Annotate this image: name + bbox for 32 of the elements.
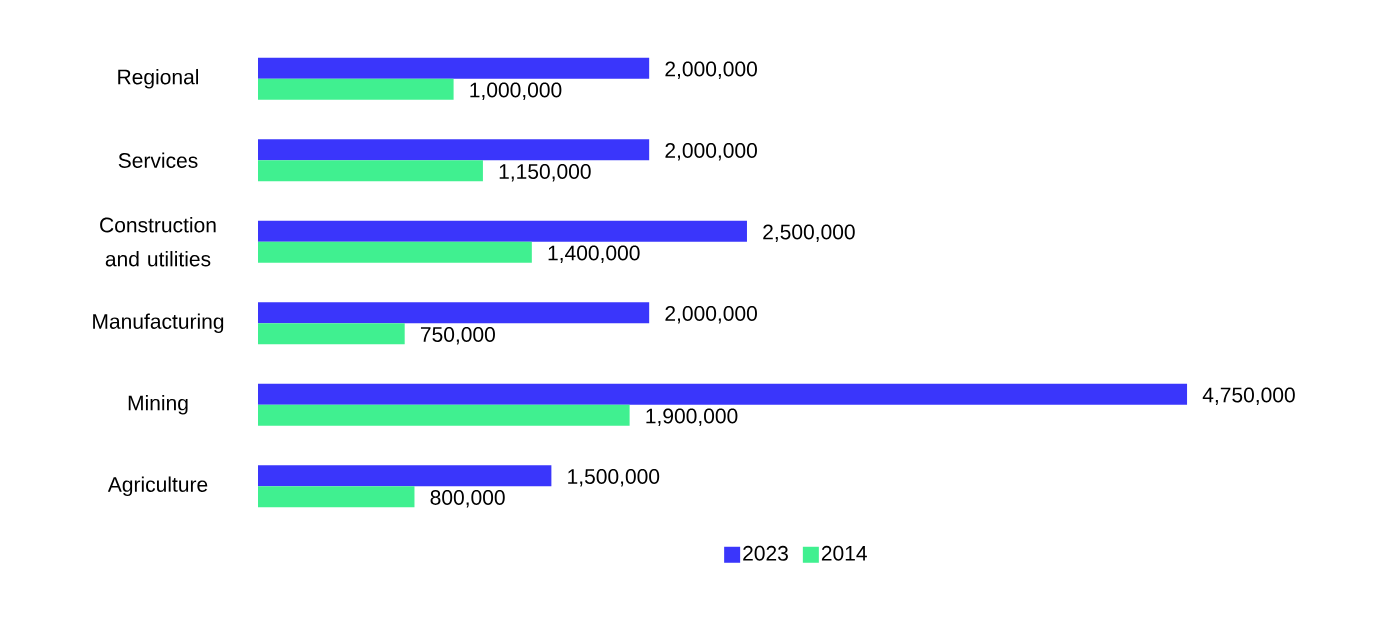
data-label: 1,000,000 (470, 82, 562, 100)
y-tick-label: Agriculture (107, 476, 208, 497)
y-tick-label: Mining (128, 394, 188, 415)
data-label: 1,500,000 (568, 469, 660, 487)
data-label: 2,000,000 (665, 306, 757, 324)
data-label: 800,000 (430, 490, 505, 508)
y-tick-label: Manufacturing (93, 313, 224, 334)
bar (258, 57, 650, 79)
y-tick-label: Regional (118, 68, 199, 89)
data-label: 1,400,000 (548, 245, 640, 263)
data-label: 2,500,000 (763, 224, 855, 242)
bar (258, 383, 1188, 405)
bar (258, 465, 552, 487)
bar (258, 404, 630, 426)
y-tick-label: Services (118, 152, 198, 168)
bar (258, 241, 532, 263)
data-label: 2,000,000 (665, 143, 757, 161)
bar (258, 323, 405, 345)
bar (258, 220, 747, 242)
bar (258, 160, 483, 182)
data-label: 1,900,000 (646, 408, 738, 426)
bar (258, 139, 650, 161)
data-label: 750,000 (420, 327, 495, 345)
data-label: 4,750,000 (1202, 387, 1295, 405)
legend-label: 2014 (821, 545, 867, 561)
bar (258, 486, 415, 508)
bar (258, 302, 650, 324)
bar (258, 78, 454, 100)
legend-label: 2023 (743, 545, 788, 561)
data-label: 2,000,000 (665, 61, 757, 79)
y-tick-label: Construction and utilities (100, 217, 216, 267)
data-label: 1,150,000 (499, 164, 591, 182)
